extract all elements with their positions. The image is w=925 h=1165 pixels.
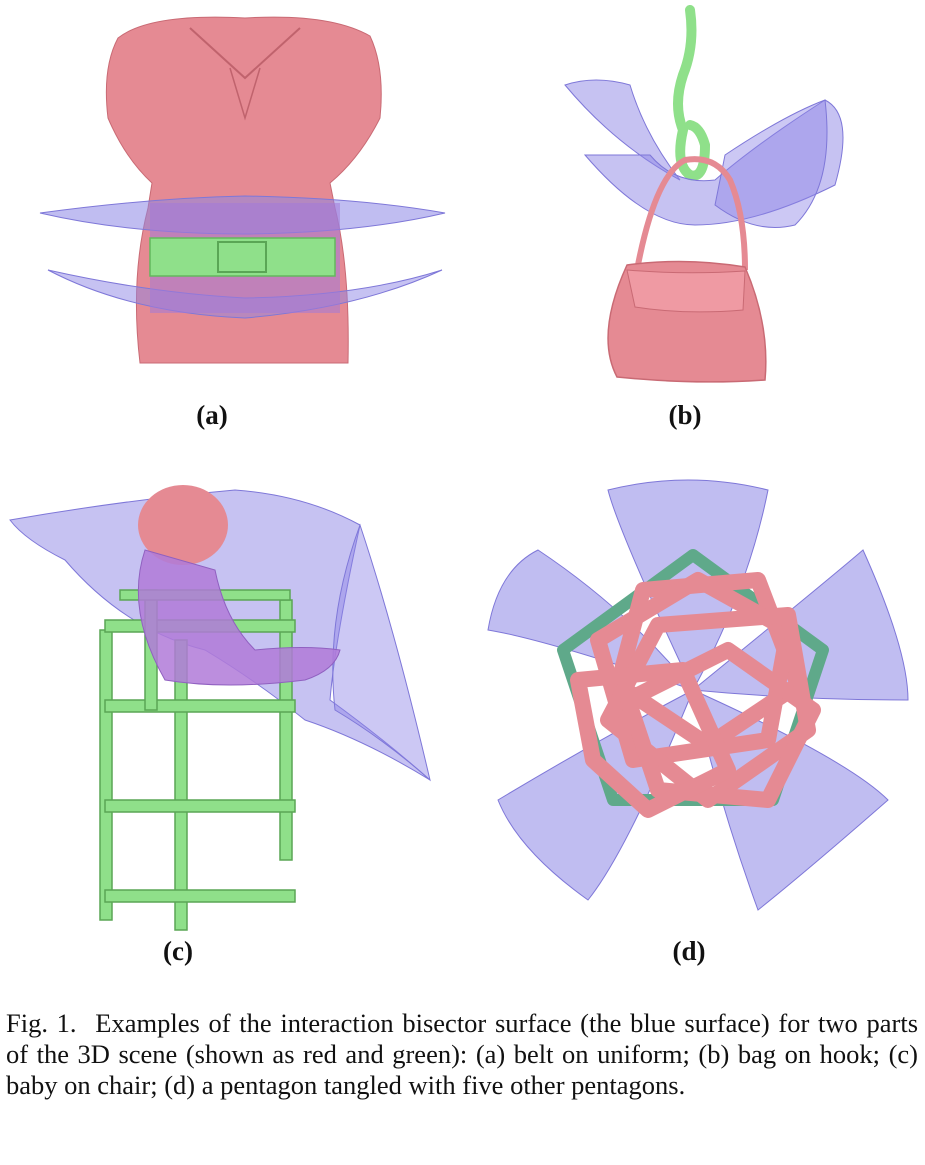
figure-label: Fig. 1. [6, 1008, 77, 1038]
panel-a-image [30, 8, 460, 373]
panel-a-label: (a) [196, 400, 228, 430]
caption-text: Examples of the interaction bisector sur… [6, 1008, 919, 1100]
red-pentagons [570, 572, 821, 818]
figure-caption: Fig. 1. Examples of the interaction bise… [6, 1008, 918, 1101]
panel-b-image [555, 5, 885, 390]
panel-b-label: (b) [668, 400, 702, 430]
belt [149, 237, 336, 277]
panel-d-label: (d) [672, 936, 706, 966]
baby-head [138, 485, 228, 565]
panel-c-image [5, 480, 445, 935]
panel-d-image [468, 470, 918, 920]
panel-c-label: (c) [163, 936, 193, 966]
hook [673, 5, 711, 181]
baby-body [137, 549, 341, 686]
bisector-surface [564, 79, 681, 181]
